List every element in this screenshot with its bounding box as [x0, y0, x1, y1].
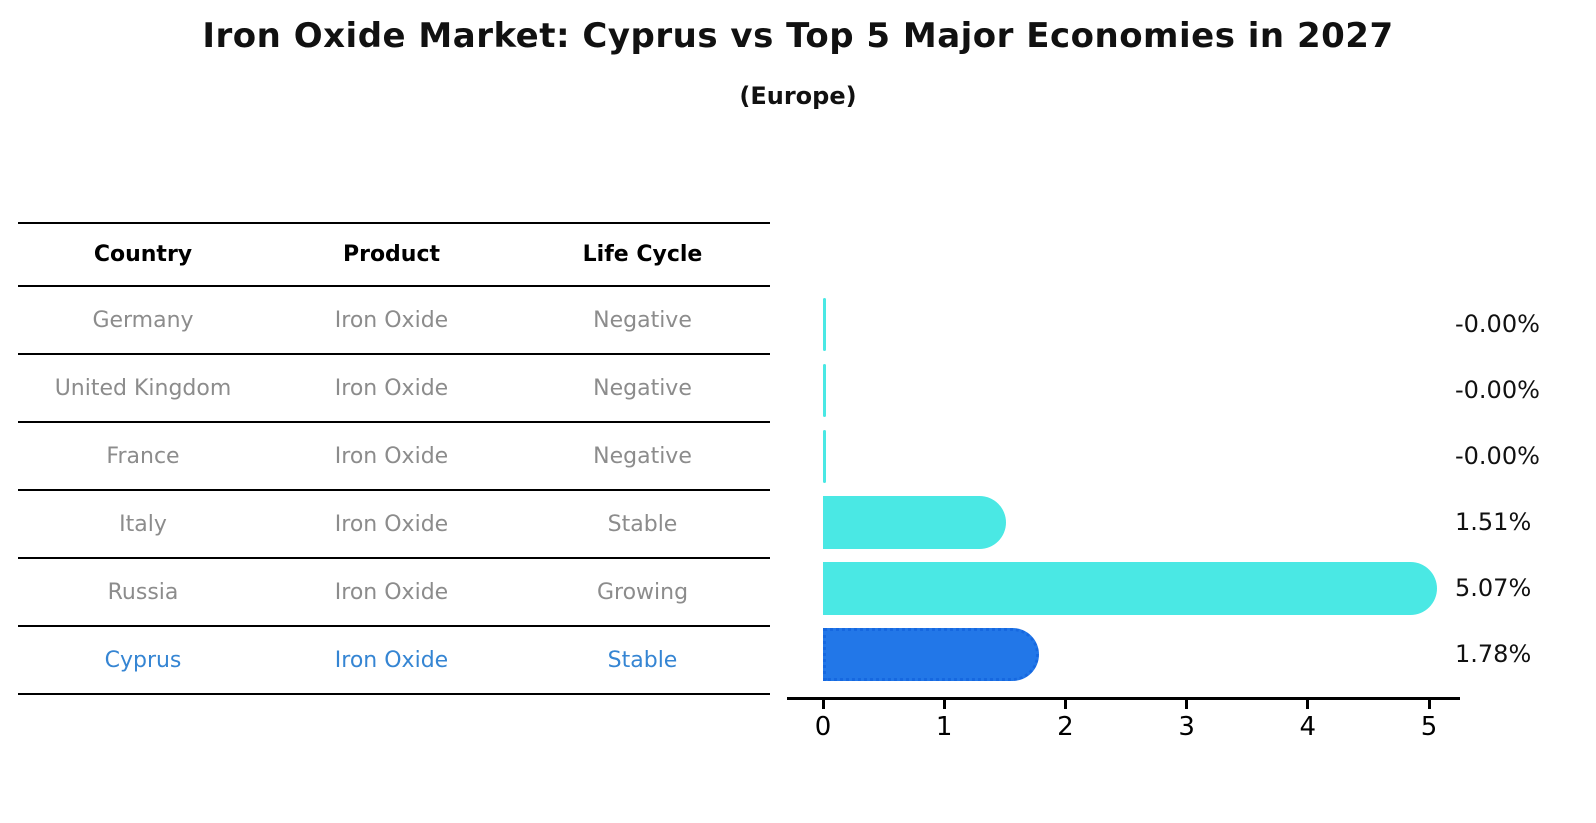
column-header-life-cycle: Life Cycle	[582, 242, 703, 267]
bar-russia	[823, 562, 1438, 615]
cell-product: Iron Oxide	[334, 647, 449, 673]
table-row-russia: Russia Iron Oxide Growing	[18, 559, 770, 627]
bar-cyprus	[823, 628, 1039, 681]
value-label-france: -0.00%	[1455, 442, 1540, 470]
bar-italy	[823, 496, 1006, 549]
cell-life-cycle: Negative	[593, 443, 692, 469]
x-tick-mark-1	[942, 700, 946, 709]
table-row-cyprus: Cyprus Iron Oxide Stable	[18, 627, 770, 695]
x-tick-label-1: 1	[935, 712, 953, 742]
cell-country: France	[106, 443, 180, 469]
bar-chart: 0 1 2 3 4 5 -0.00% -0.00% -0.00% 1.51% 5.07% 1.78%	[787, 280, 1577, 780]
cell-product: Iron Oxide	[334, 579, 449, 605]
x-axis-line	[787, 697, 1460, 700]
chart-subtitle: (Europe)	[739, 82, 857, 110]
table-row-italy: Italy Iron Oxide Stable	[18, 491, 770, 559]
cell-country: Cyprus	[104, 647, 182, 673]
table-row-france: France Iron Oxide Negative	[18, 423, 770, 491]
value-label-germany: -0.00%	[1455, 310, 1540, 338]
value-label-united-kingdom: -0.00%	[1455, 376, 1540, 404]
country-table: Country Product Life Cycle Germany Iron Oxi…	[18, 222, 770, 695]
value-label-russia: 5.07%	[1455, 574, 1532, 602]
x-tick-mark-3	[1185, 700, 1189, 709]
table-row-germany: Germany Iron Oxide Negative	[18, 287, 770, 355]
column-header-country: Country	[93, 242, 193, 267]
cell-country: Russia	[107, 579, 179, 605]
cell-life-cycle: Growing	[596, 579, 689, 605]
cell-product: Iron Oxide	[334, 443, 449, 469]
cell-product: Iron Oxide	[334, 375, 449, 401]
cell-country: Italy	[119, 511, 167, 537]
cell-life-cycle: Negative	[593, 375, 692, 401]
cell-country: Germany	[92, 307, 194, 333]
x-tick-label-2: 2	[1057, 712, 1074, 742]
cell-product: Iron Oxide	[334, 511, 449, 537]
x-tick-label-3: 3	[1178, 712, 1195, 742]
cell-country: United Kingdom	[54, 375, 232, 401]
table-body: Germany Iron Oxide Negative United Kingdom I…	[18, 287, 770, 695]
bar-france	[823, 430, 826, 483]
x-tick-mark-4	[1306, 700, 1310, 709]
x-tick-label-0: 0	[814, 712, 832, 742]
x-tick-mark-0	[821, 700, 825, 709]
value-label-cyprus: 1.78%	[1455, 640, 1532, 668]
cell-product: Iron Oxide	[334, 307, 449, 333]
x-tick-label-5: 5	[1420, 712, 1438, 742]
table-header-row: Country Product Life Cycle	[18, 224, 770, 287]
column-header-product: Product	[342, 242, 441, 267]
x-tick-mark-5	[1427, 700, 1431, 709]
value-label-italy: 1.51%	[1455, 508, 1532, 536]
x-tick-label-4: 4	[1299, 712, 1317, 742]
cell-life-cycle: Stable	[607, 647, 678, 673]
bar-united-kingdom	[823, 364, 826, 417]
cell-life-cycle: Negative	[593, 307, 692, 333]
x-tick-mark-2	[1063, 700, 1067, 709]
table-row-united-kingdom: United Kingdom Iron Oxide Negative	[18, 355, 770, 423]
chart-title: Iron Oxide Market: Cyprus vs Top 5 Major…	[202, 16, 1394, 56]
cell-life-cycle: Stable	[607, 511, 678, 537]
bar-germany	[823, 298, 826, 351]
